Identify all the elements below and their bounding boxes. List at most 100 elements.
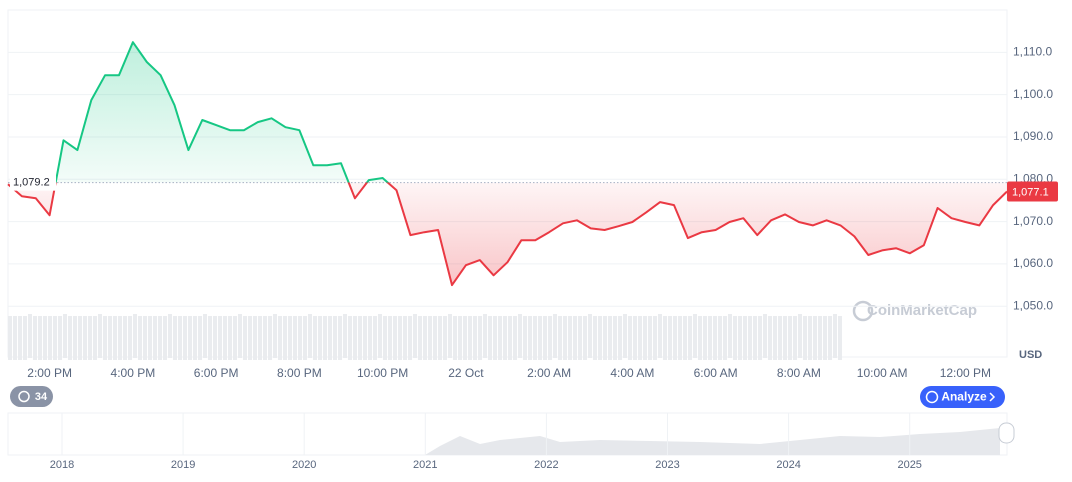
volume-bar bbox=[58, 316, 62, 360]
volume-bar bbox=[223, 316, 227, 360]
volume-bar bbox=[698, 316, 702, 360]
volume-band bbox=[8, 314, 842, 360]
volume-bar bbox=[363, 316, 367, 360]
volume-bar bbox=[283, 316, 287, 360]
x-tick-label: 4:00 PM bbox=[111, 366, 156, 380]
volume-bar bbox=[88, 316, 92, 360]
volume-bar bbox=[303, 316, 307, 360]
volume-bar bbox=[123, 316, 127, 360]
volume-bar bbox=[463, 316, 467, 360]
volume-bar bbox=[483, 314, 487, 358]
volume-bar bbox=[628, 316, 632, 360]
volume-bar bbox=[793, 316, 797, 360]
navigator-label: 2024 bbox=[776, 459, 800, 471]
volume-bar bbox=[408, 316, 412, 360]
volume-bar bbox=[543, 316, 547, 360]
volume-bar bbox=[403, 316, 407, 360]
volume-bar bbox=[178, 316, 182, 360]
analyze-icon bbox=[925, 390, 939, 404]
volume-bar bbox=[578, 316, 582, 360]
volume-bar bbox=[683, 316, 687, 360]
volume-bar bbox=[713, 316, 717, 360]
volume-bar bbox=[753, 316, 757, 360]
volume-bar bbox=[263, 316, 267, 360]
volume-bar bbox=[318, 316, 322, 360]
volume-bar bbox=[673, 316, 677, 360]
analyze-label: Analyze bbox=[941, 390, 987, 404]
volume-bar bbox=[233, 316, 237, 360]
volume-bar bbox=[258, 316, 262, 360]
volume-bar bbox=[68, 316, 72, 360]
volume-bar bbox=[618, 316, 622, 360]
volume-bar bbox=[338, 316, 342, 360]
volume-bar bbox=[218, 316, 222, 360]
volume-bar bbox=[658, 314, 662, 358]
volume-bar bbox=[108, 316, 112, 360]
volume-bar bbox=[208, 316, 212, 360]
volume-bar bbox=[638, 316, 642, 360]
volume-bar bbox=[763, 314, 767, 358]
volume-bar bbox=[573, 316, 577, 360]
volume-bar bbox=[443, 316, 447, 360]
volume-bar bbox=[333, 316, 337, 360]
volume-bar bbox=[133, 314, 137, 358]
x-tick-label: 2:00 AM bbox=[527, 366, 571, 380]
alerts-badge[interactable] bbox=[10, 386, 53, 407]
volume-bar bbox=[808, 316, 812, 360]
volume-bar bbox=[198, 316, 202, 360]
volume-bar bbox=[188, 316, 192, 360]
volume-bar bbox=[183, 316, 187, 360]
price-line bbox=[7, 41, 1008, 287]
volume-bar bbox=[668, 316, 672, 360]
volume-bar bbox=[738, 316, 742, 360]
volume-bar bbox=[28, 314, 32, 358]
volume-bar bbox=[213, 316, 217, 360]
volume-bar bbox=[78, 316, 82, 360]
y-tick-label: 1,100.0 bbox=[1013, 87, 1053, 101]
volume-bar bbox=[63, 314, 67, 358]
volume-bar bbox=[433, 316, 437, 360]
volume-bar bbox=[693, 314, 697, 358]
volume-bar bbox=[273, 314, 277, 358]
volume-bar bbox=[278, 316, 282, 360]
volume-bar bbox=[18, 316, 22, 360]
volume-bar bbox=[548, 316, 552, 360]
volume-bar bbox=[238, 314, 242, 358]
y-tick-label: 1,060.0 bbox=[1013, 256, 1053, 270]
volume-bar bbox=[558, 316, 562, 360]
volume-bar bbox=[83, 316, 87, 360]
volume-bar bbox=[708, 316, 712, 360]
volume-bar bbox=[348, 316, 352, 360]
x-tick-label: 4:00 AM bbox=[610, 366, 654, 380]
volume-bar bbox=[768, 316, 772, 360]
volume-bar bbox=[733, 316, 737, 360]
volume-bar bbox=[838, 316, 842, 360]
volume-bar bbox=[518, 314, 522, 358]
y-tick-label: 1,070.0 bbox=[1013, 214, 1053, 228]
volume-bar bbox=[243, 316, 247, 360]
volume-bar bbox=[593, 316, 597, 360]
volume-bar bbox=[803, 316, 807, 360]
navigator-label: 2023 bbox=[655, 459, 679, 471]
volume-bar bbox=[828, 316, 832, 360]
volume-bar bbox=[678, 316, 682, 360]
volume-bar bbox=[833, 314, 837, 358]
watermark-logo bbox=[852, 300, 874, 322]
volume-bar bbox=[268, 316, 272, 360]
navigator-label: 2018 bbox=[50, 459, 74, 471]
volume-bar bbox=[448, 314, 452, 358]
volume-bar bbox=[373, 316, 377, 360]
navigator-handle[interactable] bbox=[998, 422, 1015, 444]
x-tick-label: 6:00 AM bbox=[694, 366, 738, 380]
baseline-label: 1,079.2 bbox=[13, 177, 50, 189]
x-tick-label: 8:00 AM bbox=[777, 366, 821, 380]
volume-bar bbox=[293, 316, 297, 360]
analyze-button[interactable] bbox=[920, 386, 1005, 408]
volume-bar bbox=[368, 316, 372, 360]
volume-bar bbox=[613, 316, 617, 360]
volume-bar bbox=[128, 316, 132, 360]
navigator-area bbox=[425, 428, 1000, 455]
volume-bar bbox=[153, 316, 157, 360]
volume-bar bbox=[168, 314, 172, 358]
volume-bar bbox=[703, 316, 707, 360]
